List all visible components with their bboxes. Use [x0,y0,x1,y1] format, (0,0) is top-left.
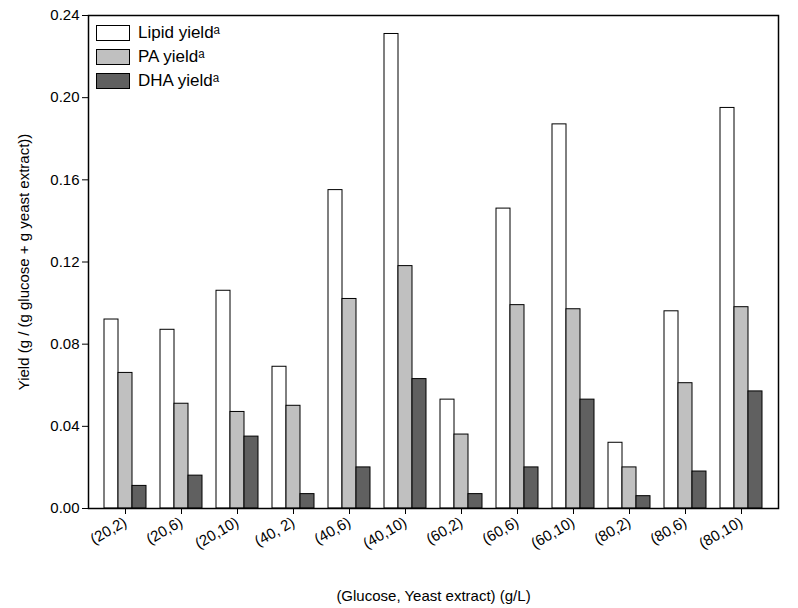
svg-text:Yield (g / (g glucose + g yeas: Yield (g / (g glucose + g yeast extract)… [15,134,32,391]
svg-text:0.04: 0.04 [50,417,79,434]
svg-text:(40,10): (40,10) [360,513,410,551]
svg-text:(20,10): (20,10) [192,513,242,551]
html-text:Lipid yieldᵃ: Lipid yieldᵃ [138,23,220,42]
svg-text:(80,10): (80,10) [696,513,746,551]
svg-text:0.24: 0.24 [50,6,79,23]
svg-text:0.00: 0.00 [50,499,79,516]
svg-text:0.08: 0.08 [50,335,79,352]
svg-text:0.12: 0.12 [50,253,79,270]
svg-text:(20,2): (20,2) [87,513,129,547]
svg-text:(80,2): (80,2) [591,513,633,547]
svg-text:(40,6): (40,6) [311,513,353,547]
svg-text:(60,2): (60,2) [423,513,465,547]
svg-text:(60,6): (60,6) [479,513,521,547]
svg-text:(80,6): (80,6) [647,513,689,547]
svg-text:(20,6): (20,6) [143,513,185,547]
svg-text:(60,10): (60,10) [528,513,578,551]
svg-text:(40, 2): (40, 2) [251,513,297,549]
svg-text:(Glucose, Yeast extract) (g/L): (Glucose, Yeast extract) (g/L) [336,587,530,604]
svg-text:0.20: 0.20 [50,88,79,105]
svg-text:0.16: 0.16 [50,171,79,188]
html-text:DHA yieldᵃ: DHA yieldᵃ [138,71,219,90]
html-text:PA yieldᵃ: PA yieldᵃ [138,47,205,66]
